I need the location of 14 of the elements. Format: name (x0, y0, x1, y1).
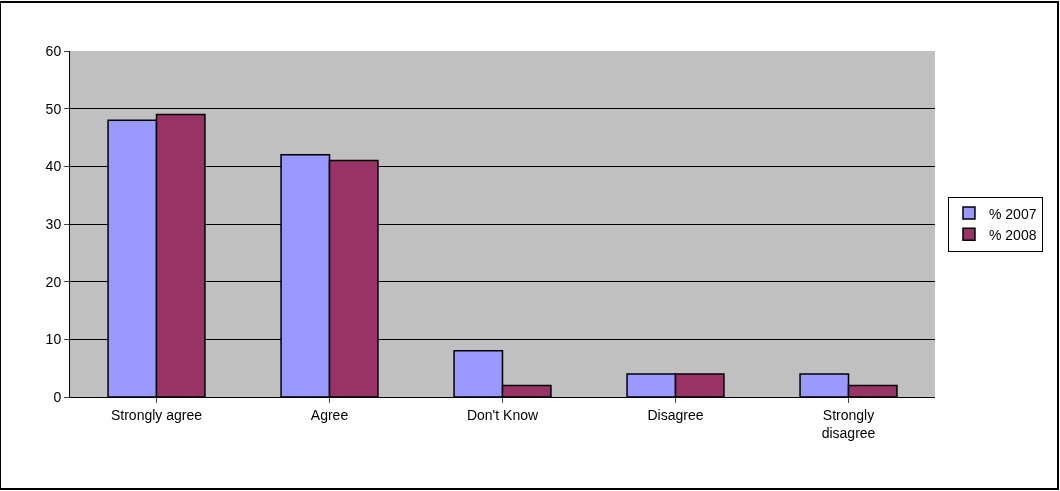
y-tick-label: 20 (45, 273, 62, 290)
x-tick-label: Don't Know (466, 406, 539, 423)
y-tick-label: 10 (45, 331, 62, 348)
legend-label: % 2007 (988, 205, 1037, 222)
x-tick-label: Strongly agree (110, 406, 203, 423)
y-tick-label: 30 (45, 215, 62, 232)
x-tick-label: Disagree (647, 406, 704, 423)
y-tick-label: 60 (45, 42, 62, 59)
y-tick-label: 0 (53, 388, 62, 405)
y-tick-label: 40 (45, 158, 62, 175)
y-tick-label: 50 (45, 100, 62, 117)
legend-label: % 2008 (988, 226, 1037, 243)
x-tick-label: Strongly disagree (821, 406, 876, 441)
x-tick-label: Agree (310, 406, 349, 423)
